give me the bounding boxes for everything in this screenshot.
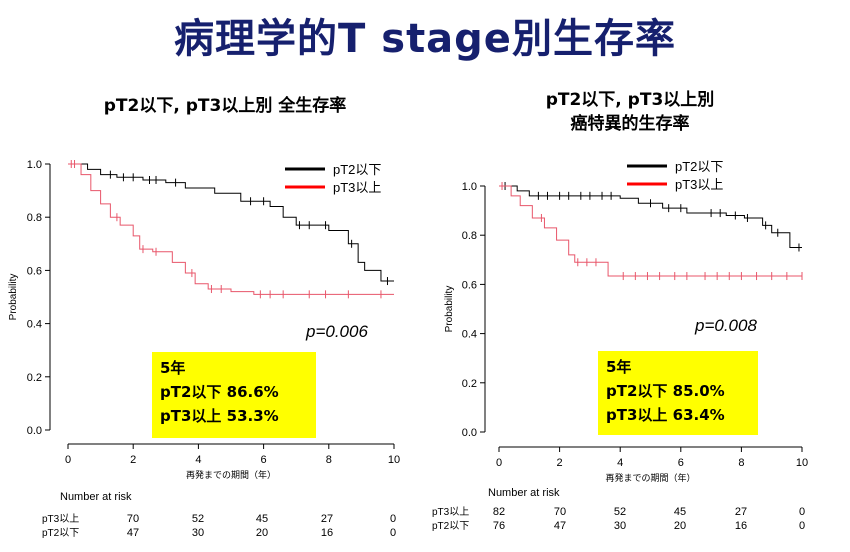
chart-2-subtitle-line-2: 癌特異的生存率	[570, 114, 690, 134]
risk-value: 70	[127, 513, 139, 525]
chart-1-p-value: p=0.006	[306, 322, 368, 341]
series-line-pt3	[499, 185, 802, 277]
risk-value: 76	[493, 520, 505, 532]
risk-value: 20	[674, 520, 686, 532]
legend-label: pT2以下	[675, 159, 723, 174]
legend-label: pT3以上	[333, 180, 381, 195]
x-tick-label: 8	[738, 457, 744, 469]
legend-label: pT2以下	[333, 162, 381, 177]
x-tick-label: 0	[496, 457, 502, 469]
summary-1-pt3: pT3以上 53.3%	[160, 407, 279, 425]
legend-label: pT3以上	[675, 177, 723, 192]
risk-table-label: Number at risk	[60, 491, 132, 503]
y-tick-label: 0.0	[462, 427, 477, 439]
risk-value: 47	[127, 527, 139, 539]
risk-row-name: pT3以上	[432, 506, 469, 518]
risk-value: 0	[390, 527, 396, 539]
chart-1-subtitle-line: pT2以下, pT3以上別 全生存率	[103, 96, 347, 116]
summary-2-pt3: pT3以上 63.4%	[606, 406, 725, 424]
risk-value: 30	[192, 527, 204, 539]
y-axis-label: Probability	[444, 286, 455, 333]
summary-2-heading: 5年	[606, 358, 632, 376]
risk-value: 45	[256, 513, 268, 525]
y-tick-label: 1.0	[27, 159, 42, 171]
risk-value: 27	[735, 506, 747, 518]
x-tick-label: 2	[130, 454, 136, 466]
summary-1-pt2: pT2以下 86.6%	[160, 383, 279, 401]
summary-1-heading: 5年	[160, 359, 186, 377]
y-tick-label: 0.2	[462, 378, 477, 390]
x-tick-label: 2	[557, 457, 563, 469]
risk-table-label: Number at risk	[488, 487, 560, 499]
chart-1-summary-box: 5年 pT2以下 86.6% pT3以上 53.3%	[152, 352, 316, 438]
chart-2-subtitle: pT2以下, pT3以上別 癌特異的生存率	[470, 88, 790, 136]
risk-row-name: pT3以上	[42, 513, 79, 525]
risk-value: 0	[799, 506, 805, 518]
y-tick-label: 0.4	[27, 319, 42, 331]
chart-2-subtitle-line-1: pT2以下, pT3以上別	[545, 90, 715, 110]
x-tick-label: 6	[678, 457, 684, 469]
x-tick-label: 4	[195, 454, 201, 466]
risk-value: 47	[554, 520, 566, 532]
risk-value: 52	[192, 513, 204, 525]
x-tick-label: 4	[617, 457, 623, 469]
risk-value: 82	[493, 506, 505, 518]
x-axis-label: 再発までの期間（年）	[186, 469, 276, 480]
risk-value: 0	[799, 520, 805, 532]
chart-1-subtitle: pT2以下, pT3以上別 全生存率	[40, 94, 410, 118]
y-tick-label: 1.0	[462, 181, 477, 193]
risk-value: 0	[390, 513, 396, 525]
risk-value: 16	[735, 520, 747, 532]
series-line-pt3	[68, 163, 394, 295]
y-tick-label: 0.4	[462, 329, 477, 341]
page-title: 病理学的T stage別生存率	[174, 16, 676, 62]
x-tick-label: 8	[326, 454, 332, 466]
y-tick-label: 0.0	[27, 425, 42, 437]
x-tick-label: 10	[388, 454, 400, 466]
risk-row-name: pT2以下	[432, 521, 469, 532]
x-tick-label: 0	[65, 454, 71, 466]
x-tick-label: 10	[796, 457, 808, 469]
y-tick-label: 0.6	[462, 279, 477, 291]
y-tick-label: 0.8	[27, 212, 42, 224]
risk-value: 52	[614, 506, 626, 518]
risk-value: 70	[554, 506, 566, 518]
x-tick-label: 6	[261, 454, 267, 466]
chart-2-p-value: p=0.008	[695, 316, 757, 335]
series-line-pt2	[499, 185, 802, 248]
risk-value: 27	[321, 513, 333, 525]
risk-row-name: pT2以下	[42, 528, 79, 539]
chart-2-summary-box: 5年 pT2以下 85.0% pT3以上 63.4%	[598, 351, 758, 435]
risk-value: 45	[674, 506, 686, 518]
y-axis-label: Probability	[8, 274, 19, 321]
risk-value: 20	[256, 527, 268, 539]
y-tick-label: 0.8	[462, 230, 477, 242]
x-axis-label: 再発までの期間（年）	[605, 472, 695, 483]
risk-value: 16	[321, 527, 333, 539]
series-line-pt2	[68, 163, 394, 282]
y-tick-label: 0.6	[27, 265, 42, 277]
summary-2-pt2: pT2以下 85.0%	[606, 382, 725, 400]
risk-value: 30	[614, 520, 626, 532]
y-tick-label: 0.2	[27, 372, 42, 384]
